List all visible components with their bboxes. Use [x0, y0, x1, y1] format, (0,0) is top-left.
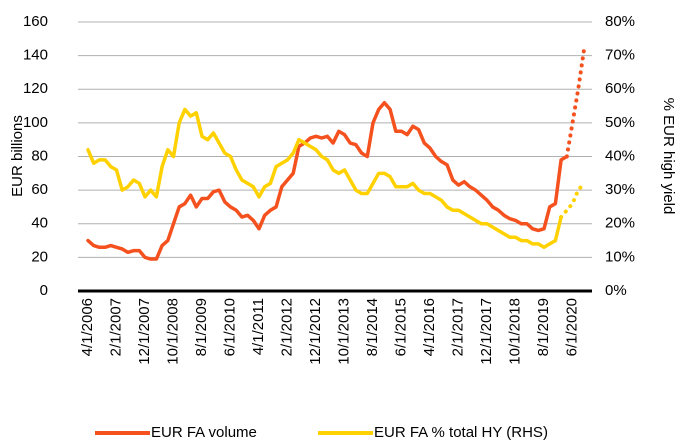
x-tick-label: 4/1/2011	[250, 298, 267, 355]
y2-tick-label: 40%	[605, 147, 635, 164]
x-tick-label: 10/1/2018	[506, 298, 523, 365]
y2-tick-label: 70%	[605, 47, 635, 64]
y-tick-label: 20	[31, 248, 48, 265]
x-tick-label: 12/1/2007	[136, 298, 153, 365]
y-axis-title: EUR billions	[9, 115, 26, 197]
y2-tick-label: 20%	[605, 215, 635, 232]
y2-tick-label: 10%	[605, 248, 635, 265]
x-tick-label: 8/1/2014	[364, 298, 381, 356]
y2-tick-label: 50%	[605, 114, 635, 131]
y-tick-label: 120	[23, 80, 48, 97]
x-tick-label: 12/1/2012	[307, 298, 324, 365]
y2-tick-label: 30%	[605, 181, 635, 198]
x-tick-label: 2/1/2012	[278, 298, 295, 356]
y-tick-label: 140	[23, 47, 48, 64]
x-tick-label: 8/1/2019	[535, 298, 552, 356]
x-tick-label: 6/1/2020	[563, 298, 580, 356]
series-line	[86, 107, 563, 250]
series-line-dotted	[559, 181, 586, 220]
y-tick-label: 100	[23, 114, 48, 131]
y-tick-label: 60	[31, 181, 48, 198]
series-line-dotted	[564, 48, 586, 159]
x-tick-label: 6/1/2015	[392, 298, 409, 356]
y-tick-label: 0	[40, 282, 48, 299]
x-tick-label: 4/1/2016	[421, 298, 438, 356]
x-tick-label: 4/1/2006	[79, 298, 96, 356]
y2-axis-title: % EUR high yield	[660, 98, 677, 215]
y-tick-label: 80	[31, 147, 48, 164]
y-tick-label: 40	[31, 215, 48, 232]
legend-label: EUR FA volume	[151, 424, 257, 441]
y2-tick-label: 0%	[605, 282, 627, 299]
x-tick-label: 8/1/2009	[193, 298, 210, 356]
y-tick-label: 160	[23, 13, 48, 30]
legend-label: EUR FA % total HY (RHS)	[374, 424, 548, 441]
series-line	[86, 100, 569, 261]
x-tick-label: 12/1/2017	[478, 298, 495, 365]
x-tick-label: 2/1/2017	[449, 298, 466, 356]
y2-tick-label: 60%	[605, 80, 635, 97]
x-tick-label: 6/1/2010	[221, 298, 238, 356]
x-tick-label: 2/1/2007	[107, 298, 124, 356]
y2-tick-label: 80%	[605, 13, 635, 30]
x-tick-label: 10/1/2008	[164, 298, 181, 365]
x-tick-label: 10/1/2013	[335, 298, 352, 365]
